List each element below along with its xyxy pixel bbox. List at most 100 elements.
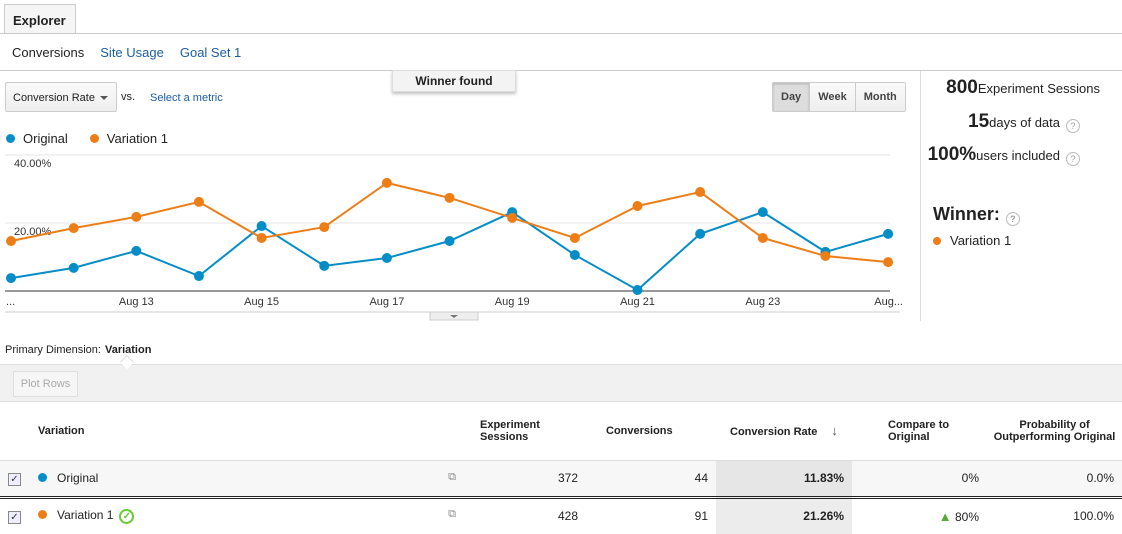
subtabs: Conversions Site Usage Goal Set 1: [12, 45, 241, 60]
divider: [0, 33, 1122, 34]
col-conversions[interactable]: Conversions: [586, 402, 716, 461]
data-point: [757, 207, 768, 218]
sessions-cell: 372: [474, 460, 586, 499]
primary-dimension-label: Primary Dimension:: [5, 344, 101, 356]
data-point: [319, 260, 330, 271]
variation-name[interactable]: Original: [57, 471, 99, 485]
dot-icon: [933, 237, 941, 245]
col-sessions[interactable]: Experiment Sessions: [474, 402, 586, 461]
metric-select[interactable]: Conversion Rate: [5, 82, 117, 112]
col-variation[interactable]: Variation: [34, 402, 474, 461]
period-selector: Day Week Month: [772, 82, 906, 112]
row-checkbox[interactable]: ✓: [8, 510, 21, 524]
rate-cell: 11.83%: [716, 460, 852, 499]
compare-cell: 0%: [852, 460, 987, 499]
x-tick-label: ...: [6, 296, 15, 308]
help-icon[interactable]: ?: [1066, 119, 1080, 133]
sort-desc-icon: ↓: [831, 423, 838, 439]
data-point: [820, 250, 831, 261]
data-point: [131, 245, 142, 256]
select-metric-link[interactable]: Select a metric: [150, 92, 223, 104]
variation-name[interactable]: Variation 1: [57, 508, 114, 523]
rate-cell: 21.26%: [716, 497, 852, 534]
vs-label: vs.: [121, 91, 136, 103]
stat-label: days of data: [989, 115, 1060, 130]
help-icon[interactable]: ?: [1066, 152, 1080, 166]
col-probability[interactable]: Probability of Outperforming Original: [987, 402, 1122, 461]
winner-check-icon: ✓: [119, 509, 135, 525]
winner-found-banner: Winner found: [392, 70, 516, 92]
data-point: [757, 232, 768, 243]
data-point: [256, 232, 267, 243]
x-tick-label: Aug 17: [369, 296, 404, 308]
x-tick-label: Aug...: [874, 296, 903, 308]
open-external-icon[interactable]: ⧉: [448, 471, 456, 483]
data-point: [381, 177, 392, 188]
x-tick-label: Aug 19: [495, 296, 530, 308]
data-point: [6, 236, 16, 247]
divider: [0, 70, 1122, 71]
open-external-icon[interactable]: ⧉: [448, 508, 456, 521]
col-compare[interactable]: Compare to Original: [852, 402, 987, 461]
stat-value: 800: [946, 77, 978, 98]
primary-dimension-value[interactable]: Variation: [104, 344, 152, 356]
subtab-goal-set-1[interactable]: Goal Set 1: [179, 45, 242, 60]
row-checkbox[interactable]: ✓: [8, 472, 21, 486]
metric-select-value: Conversion Rate: [13, 92, 95, 104]
col-conversion-rate[interactable]: Conversion Rate ↓: [716, 402, 852, 461]
data-point: [68, 223, 79, 234]
data-point: [68, 262, 79, 273]
conversions-cell: 44: [586, 460, 716, 499]
data-point: [256, 221, 267, 232]
data-point: [131, 211, 142, 222]
stat-days: 15days of data?: [968, 111, 1080, 133]
stat-label: Experiment Sessions: [977, 81, 1100, 96]
winner-name: Variation 1: [950, 233, 1012, 248]
data-point: [6, 273, 16, 284]
stat-value: 100%: [927, 144, 977, 165]
data-point: [695, 228, 706, 239]
subtab-conversions[interactable]: Conversions: [12, 45, 85, 60]
legend-item-variation-1[interactable]: Variation 1: [89, 131, 168, 146]
stat-users: 100%users included?: [928, 144, 1080, 166]
arrow-up-icon: ▲: [938, 508, 952, 524]
period-day-button[interactable]: Day: [773, 83, 810, 111]
data-point: [444, 236, 455, 247]
compare-cell: ▲ 80%: [852, 497, 987, 534]
tab-explorer[interactable]: Explorer: [4, 4, 76, 34]
table-header: Variation Experiment Sessions Conversion…: [0, 402, 1122, 461]
period-week-button[interactable]: Week: [809, 83, 855, 111]
winner-item: Variation 1: [933, 233, 1011, 248]
stat-label: users included: [976, 148, 1060, 163]
legend-label: Original: [23, 131, 68, 146]
dot-icon: [38, 473, 47, 482]
table-row: ✓ Original ⧉ 372 44 11.83% 0% 0.0%: [0, 460, 1122, 499]
data-point: [444, 192, 455, 203]
legend-item-original[interactable]: Original: [6, 131, 68, 146]
table-toolbar: [0, 364, 1122, 402]
divider: [920, 71, 921, 321]
probability-cell: 0.0%: [987, 460, 1122, 499]
data-point: [883, 257, 894, 268]
data-point: [883, 228, 894, 239]
stat-sessions: 800Experiment Sessions: [946, 77, 1100, 99]
data-point: [632, 201, 643, 211]
data-point: [569, 232, 580, 243]
stat-value: 15: [968, 111, 990, 132]
legend-dot-icon: [6, 134, 15, 143]
y-tick-label: 40.00%: [14, 158, 52, 170]
period-month-button[interactable]: Month: [854, 83, 905, 111]
x-tick-label: Aug 23: [745, 296, 780, 308]
help-icon[interactable]: ?: [1005, 212, 1020, 226]
data-point: [319, 222, 330, 233]
chevron-down-icon: [100, 96, 108, 104]
dot-icon: [38, 510, 47, 520]
legend-label: Variation 1: [106, 131, 168, 146]
line-chart: 40.00%20.00%... Aug 13 Aug 15 Aug 17 Aug 19 A…: [5, 154, 903, 321]
data-point: [695, 187, 706, 198]
compare-value: 80%: [954, 509, 979, 524]
winner-label: Winner:: [933, 204, 1000, 224]
plot-rows-button[interactable]: Plot Rows: [13, 371, 78, 397]
subtab-site-usage[interactable]: Site Usage: [100, 45, 164, 60]
winner-heading: Winner:?: [933, 204, 1020, 226]
